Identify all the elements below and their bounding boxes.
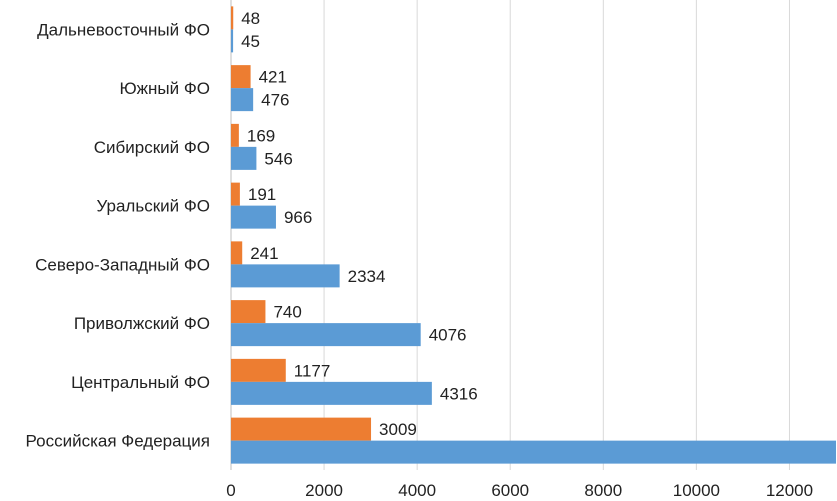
x-tick-label: 10000 [673,481,720,500]
bar [231,123,239,147]
data-label: 546 [264,149,292,168]
data-label: 1177 [294,361,331,380]
x-tick-label: 0 [226,481,235,500]
data-label: 4076 [429,326,467,345]
bar [231,6,234,30]
x-tick-label: 4000 [398,481,436,500]
data-labels: 3009 1177 4316 740 4076 241 2334 191 966 169 546 42… [241,9,478,439]
category-label: Центральный ФО [71,373,210,392]
x-axis-ticks: 0 2000 4000 6000 8000 10000 12000 [226,481,813,500]
x-tick-label: 12000 [766,481,813,500]
data-label: 421 [259,68,287,87]
bar [231,300,266,324]
data-label: 241 [250,244,278,263]
bar [231,241,243,265]
bar [231,417,372,441]
bar [231,205,276,229]
bar [231,264,340,288]
category-label: Сибирский ФО [94,138,210,157]
category-label: Приволжский ФО [74,314,210,333]
bars [231,6,836,464]
data-label: 966 [284,208,312,227]
bar [231,88,254,112]
data-label: 4316 [440,384,478,403]
data-label: 191 [248,185,276,204]
data-label: 48 [241,9,260,28]
bar [231,65,251,89]
category-label: Южный ФО [119,79,210,98]
data-label: 45 [241,32,260,51]
category-label: Северо-Западный ФО [35,255,210,274]
category-label: Российская Федерация [26,432,210,451]
data-label: 169 [247,126,275,145]
bar [231,358,286,382]
data-label: 3009 [379,420,417,439]
data-label: 2334 [348,267,386,286]
bar [231,323,421,347]
x-tick-label: 8000 [584,481,622,500]
category-labels: Российская Федерация Центральный ФО Привол… [26,20,210,450]
data-label: 476 [261,91,289,110]
category-label: Дальневосточный ФО [37,20,210,39]
category-label: Уральский ФО [96,197,210,216]
bar [231,146,257,170]
x-tick-label: 6000 [491,481,529,500]
bar [231,29,234,53]
bar [231,440,836,464]
x-tick-label: 2000 [305,481,343,500]
bar [231,182,240,206]
data-label: 740 [273,303,301,322]
bar [231,381,432,405]
